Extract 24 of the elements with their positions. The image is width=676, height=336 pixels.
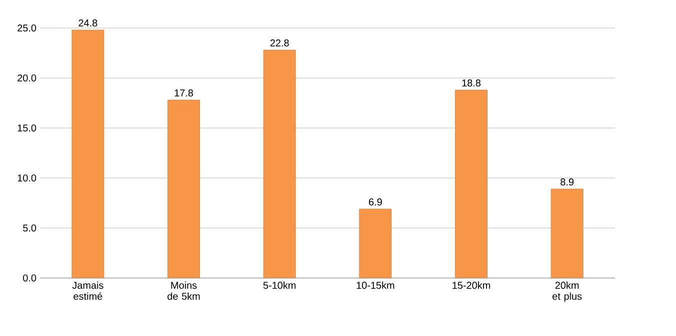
y-tick-label: 25.0 xyxy=(18,24,36,32)
bar xyxy=(72,30,104,278)
x-tick-label: Moins de 5km xyxy=(168,282,200,300)
data-label: 18.8 xyxy=(462,79,481,86)
bar xyxy=(550,188,584,278)
data-label: 8.9 xyxy=(560,178,574,186)
bar xyxy=(168,100,200,278)
x-tick-label: Jamais estimé xyxy=(72,282,104,300)
x-tick-label: 5-10km xyxy=(263,282,296,289)
data-label: 22.8 xyxy=(270,39,289,46)
y-tick-label: 10.0 xyxy=(18,174,36,182)
data-label: 24.8 xyxy=(78,19,98,26)
y-tick-label: 0.0 xyxy=(23,274,36,282)
bar xyxy=(359,208,392,278)
x-tick-label: 15-20km xyxy=(452,282,490,289)
bar xyxy=(263,50,296,278)
data-label: 17.8 xyxy=(174,89,194,96)
data-label: 6.9 xyxy=(368,198,382,206)
y-tick-label: 15.0 xyxy=(18,124,36,132)
bar xyxy=(455,90,488,278)
y-tick-label: 5.0 xyxy=(23,224,36,232)
x-tick-label: 10-15km xyxy=(356,282,394,289)
x-tick-label: 20km et plus xyxy=(552,282,582,302)
y-tick-label: 20.0 xyxy=(18,74,36,82)
